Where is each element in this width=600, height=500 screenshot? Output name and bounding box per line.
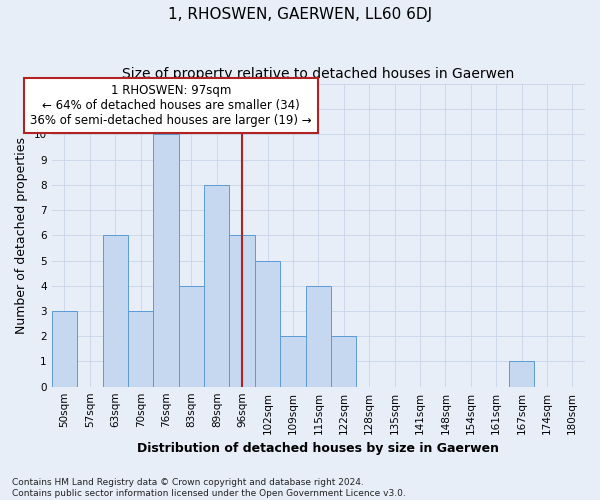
X-axis label: Distribution of detached houses by size in Gaerwen: Distribution of detached houses by size … <box>137 442 499 455</box>
Bar <box>229 236 255 386</box>
Title: Size of property relative to detached houses in Gaerwen: Size of property relative to detached ho… <box>122 68 514 82</box>
Bar <box>509 362 534 386</box>
Bar <box>280 336 305 386</box>
Bar <box>52 311 77 386</box>
Bar <box>255 260 280 386</box>
Bar <box>179 286 204 386</box>
Bar <box>305 286 331 386</box>
Y-axis label: Number of detached properties: Number of detached properties <box>15 137 28 334</box>
Bar <box>331 336 356 386</box>
Bar <box>128 311 154 386</box>
Bar <box>204 185 229 386</box>
Bar <box>154 134 179 386</box>
Text: 1 RHOSWEN: 97sqm
← 64% of detached houses are smaller (34)
36% of semi-detached : 1 RHOSWEN: 97sqm ← 64% of detached house… <box>30 84 312 127</box>
Text: 1, RHOSWEN, GAERWEN, LL60 6DJ: 1, RHOSWEN, GAERWEN, LL60 6DJ <box>168 8 432 22</box>
Text: Contains HM Land Registry data © Crown copyright and database right 2024.
Contai: Contains HM Land Registry data © Crown c… <box>12 478 406 498</box>
Bar <box>103 236 128 386</box>
